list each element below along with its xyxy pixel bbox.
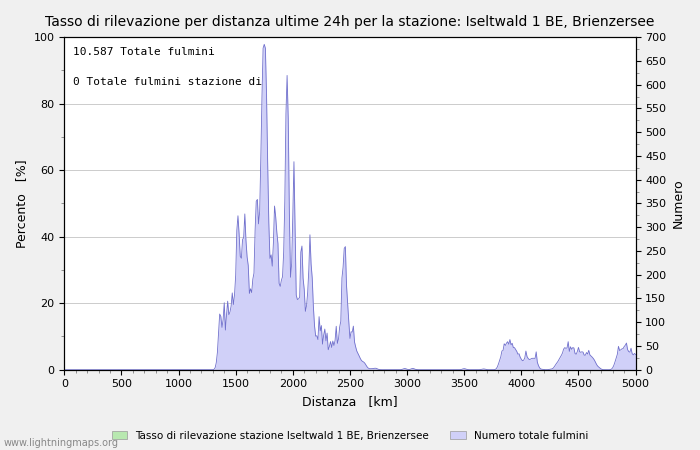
Text: 10.587 Totale fulmini: 10.587 Totale fulmini — [73, 47, 215, 57]
Y-axis label: Numero: Numero — [672, 179, 685, 228]
Text: www.lightningmaps.org: www.lightningmaps.org — [4, 438, 118, 448]
X-axis label: Distanza   [km]: Distanza [km] — [302, 395, 398, 408]
Y-axis label: Percento   [%]: Percento [%] — [15, 159, 28, 248]
Legend: Tasso di rilevazione stazione Iseltwald 1 BE, Brienzersee, Numero totale fulmini: Tasso di rilevazione stazione Iseltwald … — [107, 427, 593, 445]
Title: Tasso di rilevazione per distanza ultime 24h per la stazione: Iseltwald 1 BE, Br: Tasso di rilevazione per distanza ultime… — [46, 15, 655, 29]
Text: 0 Totale fulmini stazione di: 0 Totale fulmini stazione di — [73, 77, 262, 87]
